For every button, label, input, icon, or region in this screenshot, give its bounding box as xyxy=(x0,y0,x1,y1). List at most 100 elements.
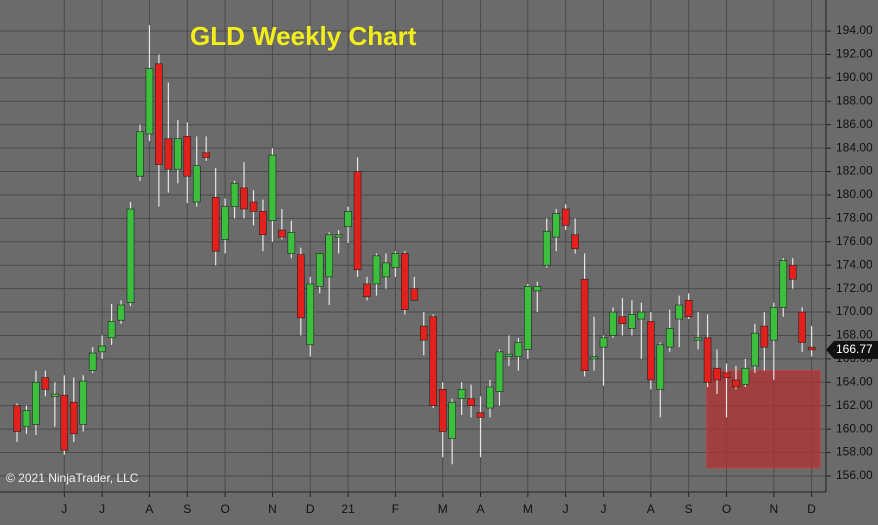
x-tick-label: D xyxy=(306,502,315,516)
candle-body xyxy=(306,283,315,346)
candle-body xyxy=(249,201,258,212)
candle-body xyxy=(382,262,390,278)
zone-layer xyxy=(706,370,821,469)
y-tick-label: 190.00 xyxy=(836,70,873,84)
candle-body xyxy=(618,316,627,325)
candle-body xyxy=(315,253,324,287)
candle-body xyxy=(760,325,769,348)
y-tick-label: 188.00 xyxy=(836,93,873,107)
candle-body xyxy=(60,394,69,451)
candle-body xyxy=(174,138,182,170)
candle-body xyxy=(505,353,513,357)
last-price-label: 166.77 xyxy=(836,342,873,356)
y-tick-label: 160.00 xyxy=(836,421,873,435)
candle-body xyxy=(344,211,352,227)
candle-body xyxy=(694,337,702,341)
candle-body xyxy=(202,152,210,158)
candle-body xyxy=(599,337,608,348)
y-tick-label: 180.00 xyxy=(836,187,873,201)
candle-body xyxy=(391,253,400,268)
candle-body xyxy=(448,401,456,439)
candle-body xyxy=(353,171,362,271)
candle-body xyxy=(334,234,343,238)
x-tick-label: O xyxy=(220,502,229,516)
candle-body xyxy=(69,401,78,435)
candle-body xyxy=(533,285,542,292)
candle-body xyxy=(741,367,750,385)
candle-body xyxy=(590,356,598,360)
candle-body xyxy=(571,234,579,250)
axes: 156.00158.00160.00162.00164.00166.00168.… xyxy=(61,23,878,516)
candle-body xyxy=(467,398,475,407)
candle-body xyxy=(155,63,163,165)
x-tick-label: S xyxy=(183,502,191,516)
x-tick-label: M xyxy=(438,502,448,516)
candle-body xyxy=(372,255,381,285)
candle-body xyxy=(145,68,154,135)
x-tick-label: D xyxy=(807,502,816,516)
candle-body xyxy=(126,208,135,303)
x-tick-label: S xyxy=(685,502,693,516)
candle-body xyxy=(268,154,277,222)
candle-body xyxy=(561,208,570,226)
x-tick-label: N xyxy=(268,502,277,516)
candle-body xyxy=(656,344,665,390)
candle-body xyxy=(13,405,21,432)
y-tick-label: 168.00 xyxy=(836,328,873,342)
candle-body xyxy=(476,412,485,418)
candle-body xyxy=(32,381,40,425)
candle-body xyxy=(552,213,561,238)
candle-body xyxy=(107,321,116,339)
candle-body xyxy=(684,300,693,318)
candle-body xyxy=(136,131,144,177)
x-tick-label: M xyxy=(523,502,533,516)
candle-body xyxy=(41,377,50,390)
plot-area xyxy=(0,0,826,492)
candle-body xyxy=(401,253,409,310)
candle-body xyxy=(117,304,125,321)
candle-body xyxy=(211,196,220,252)
candle-body xyxy=(259,211,267,236)
candle-body xyxy=(703,337,712,383)
candle-body xyxy=(675,304,684,320)
last-price-tag xyxy=(826,340,878,359)
x-tick-label: J xyxy=(99,502,105,516)
y-tick-label: 192.00 xyxy=(836,47,873,61)
x-tick-label: O xyxy=(722,502,731,516)
candle-body xyxy=(495,351,504,392)
x-tick-label: F xyxy=(392,502,399,516)
highlight-zone xyxy=(706,370,821,469)
candle-body xyxy=(732,379,740,388)
candle-body xyxy=(713,367,721,381)
candle-body xyxy=(419,325,428,341)
x-tick-label: A xyxy=(477,502,485,516)
candle-body xyxy=(79,380,88,425)
x-tick-label: N xyxy=(769,502,778,516)
candle-body xyxy=(164,138,173,170)
candle-body xyxy=(647,321,655,381)
candle-body xyxy=(410,288,419,301)
candle-body xyxy=(88,352,97,371)
candles xyxy=(13,25,816,465)
candle-body xyxy=(542,230,551,266)
candle-body xyxy=(51,393,59,397)
candle-body xyxy=(296,254,305,319)
y-tick-label: 172.00 xyxy=(836,281,873,295)
chart-title: GLD Weekly Chart xyxy=(190,21,417,51)
candle-body xyxy=(221,206,229,240)
candle-body xyxy=(751,332,759,367)
x-tick-label: J xyxy=(563,502,569,516)
candle-body xyxy=(457,389,466,399)
candle-body xyxy=(788,264,797,280)
candle-body xyxy=(628,314,636,329)
candle-body xyxy=(192,165,201,203)
candle-body xyxy=(438,389,447,432)
candle-body xyxy=(287,232,296,254)
candle-body xyxy=(779,260,788,308)
candle-body xyxy=(230,182,239,207)
x-tick-label: 21 xyxy=(341,502,355,516)
y-tick-label: 186.00 xyxy=(836,117,873,131)
candle-body xyxy=(486,386,494,409)
candle-body xyxy=(524,285,532,350)
